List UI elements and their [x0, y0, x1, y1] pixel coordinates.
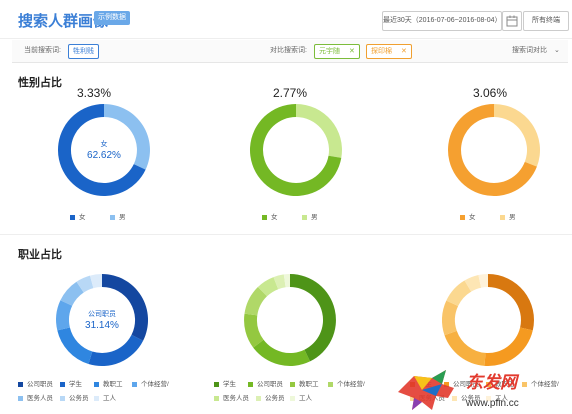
gender-center-pct-3: 63.85% [477, 150, 511, 161]
legend-item[interactable]: 教职工 [290, 378, 319, 388]
occupation-slice[interactable] [76, 275, 94, 293]
gender-top-label-1: 3.33% [76, 86, 112, 100]
occupation-center-name-1: 公司职员 [88, 310, 116, 318]
occupation-center-name-3: 学生 [481, 309, 495, 318]
occupation-slice[interactable] [484, 327, 533, 367]
calendar-icon [506, 15, 518, 27]
gender-top-label-2: 2.77% [272, 86, 308, 100]
gender-center-name-2: 女 [293, 139, 300, 148]
occupation-slice[interactable] [446, 280, 472, 307]
gender-slice-male[interactable] [104, 104, 150, 170]
watermark-logo: 东发网 www.pfin.cc [398, 370, 520, 410]
legend-item[interactable]: 医务人员 [214, 392, 249, 402]
compare-term-chip-1[interactable]: 元宇随 ✕ [314, 44, 360, 59]
occupation-slice[interactable] [102, 274, 149, 341]
occupation-slice[interactable] [488, 274, 534, 331]
occupation-slice[interactable] [283, 273, 290, 288]
compare-button-label: 搜索词对比 [512, 47, 547, 54]
legend-item[interactable]: 公务员 [452, 392, 481, 402]
legend-item[interactable]: 个体经营/ [522, 378, 559, 388]
legend-item[interactable]: 公务员 [60, 392, 89, 402]
gender-donut-3[interactable]: 女 63.85% [444, 100, 544, 200]
legend-item[interactable]: 医务人员 [18, 392, 53, 402]
occupation-donut-2[interactable]: 学生 42.97% [240, 270, 340, 370]
compare-term-chip-2[interactable]: 探印棉 ✕ [366, 44, 412, 59]
legend-item[interactable]: 个体经营/ [132, 378, 169, 388]
compare-button[interactable]: 搜索词对比 ⌄ [512, 40, 560, 62]
date-range-picker[interactable]: 最近30天（2016-07-06~2016-08-04） [382, 11, 502, 31]
legend-item[interactable]: 男 [500, 211, 516, 221]
close-icon[interactable]: ✕ [401, 48, 407, 55]
gender-slice-female[interactable] [447, 104, 537, 196]
occupation-slice[interactable] [273, 274, 286, 290]
occupation-slice[interactable] [253, 339, 310, 366]
current-term-label: 当前搜索词: [24, 47, 61, 54]
occupation-slice[interactable] [290, 274, 336, 362]
filter-bar [12, 40, 568, 63]
legend-item[interactable]: 公司职员 [444, 378, 479, 388]
gender-center-pct-1: 62.62% [87, 150, 121, 161]
legend-item[interactable]: 公司职员 [18, 378, 53, 388]
calendar-button[interactable] [502, 11, 522, 31]
legend-item[interactable]: 教职工 [94, 378, 123, 388]
occupation-slice[interactable] [478, 273, 488, 288]
legend-item[interactable]: 工人 [94, 392, 116, 402]
gender-slice-male[interactable] [494, 104, 540, 167]
occupation-slice[interactable] [444, 330, 486, 366]
legend-item[interactable]: 教职工 [486, 378, 515, 388]
legend-item[interactable]: 个体经营/ [328, 378, 365, 388]
occupation-legend-1: 公司职员 学生 教职工 个体经营/ 医务人员 公务员 工人 [18, 378, 188, 408]
legend-item[interactable]: 工人 [290, 392, 312, 402]
occupation-center-pct-1: 31.14% [85, 320, 119, 331]
terminal-select[interactable]: 所有终端 [523, 11, 569, 31]
page-title: 搜索人群画像 [18, 13, 109, 30]
occupation-slice[interactable] [90, 274, 102, 289]
occupation-slice[interactable] [464, 275, 482, 292]
legend-item[interactable]: 公务员 [256, 392, 285, 402]
gender-top-label-3: 3.06% [472, 86, 508, 100]
occupation-donut-3[interactable]: 学生 27.97% [438, 270, 538, 370]
legend-item[interactable]: 公司职员 [248, 378, 283, 388]
current-term-chip[interactable]: 牲利贱 [68, 44, 99, 59]
occupation-slice[interactable] [88, 334, 144, 367]
close-icon[interactable]: ✕ [349, 48, 355, 55]
legend-item[interactable]: 学生 [214, 378, 236, 388]
sample-data-tag: 示例数据 [94, 11, 130, 25]
gender-slice-female[interactable] [57, 104, 146, 196]
legend-item[interactable]: 男 [110, 211, 126, 221]
gender-donut-1[interactable]: 女 62.62% [54, 100, 154, 200]
legend-item[interactable]: 女 [262, 211, 278, 221]
legend-item[interactable]: 男 [302, 211, 318, 221]
legend-item[interactable]: 女 [460, 211, 476, 221]
occupation-slice[interactable] [244, 313, 264, 348]
legend-item[interactable]: 女 [70, 211, 86, 221]
gender-section-title: 性别占比 [18, 77, 62, 89]
occupation-section-title: 职业占比 [18, 249, 62, 261]
gender-center-pct-2: 68.01% [279, 150, 313, 161]
occupation-legend-2: 学生 公司职员 教职工 个体经营/ 医务人员 公务员 工人 [214, 378, 384, 408]
occupation-slice[interactable] [257, 277, 279, 297]
occupation-slice[interactable] [244, 287, 268, 316]
occupation-center-pct-3: 27.97% [471, 320, 505, 331]
watermark-url: www.pfin.cc [465, 398, 519, 409]
gender-donut-2[interactable]: 女 68.01% [246, 100, 346, 200]
occupation-center-name-2: 学生 [283, 309, 297, 318]
watermark-brand: 东发网 [466, 373, 520, 392]
occupation-slice[interactable] [56, 300, 73, 331]
occupation-slice[interactable] [441, 300, 459, 336]
gender-center-name-3: 女 [491, 139, 498, 148]
occupation-slice[interactable] [60, 281, 84, 306]
occupation-donut-1[interactable]: 公司职员 31.14% [52, 270, 152, 370]
compare-term-1-label: 元宇随 [319, 48, 340, 55]
compare-term-2-label: 探印棉 [371, 48, 392, 55]
occupation-slice[interactable] [57, 327, 93, 365]
compare-term-label: 对比搜索词: [270, 47, 307, 54]
legend-item[interactable]: 学生 [60, 378, 82, 388]
gender-slice-male[interactable] [296, 104, 342, 158]
chevron-down-icon: ⌄ [553, 47, 560, 54]
section-divider [0, 234, 572, 235]
legend-item[interactable]: 工人 [486, 392, 508, 402]
gender-center-name-1: 女 [101, 139, 108, 148]
occupation-center-pct-2: 42.97% [273, 320, 307, 331]
